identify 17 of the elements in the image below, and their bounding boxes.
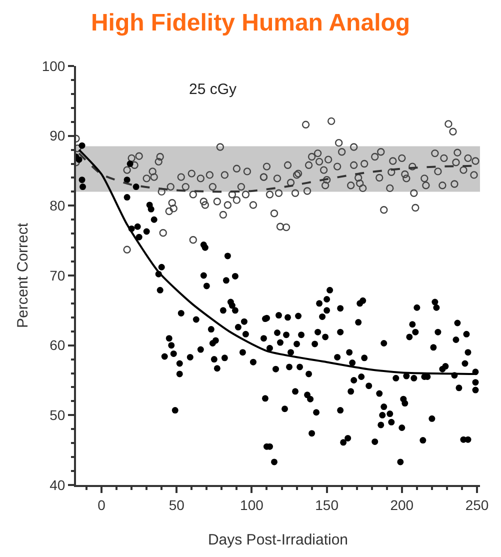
y-tick-label: 100 — [42, 58, 66, 74]
y-tick-label: 50 — [50, 407, 66, 424]
chart-title: High Fidelity Human Analog — [90, 10, 410, 37]
x-tick-label: 50 — [168, 496, 185, 513]
y-axis-title: Percent Correct — [14, 222, 32, 328]
x-tick-label: 100 — [240, 496, 264, 513]
y-tick-label: 80 — [50, 198, 66, 214]
x-tick-label: 150 — [315, 496, 339, 513]
y-tick-label: 60 — [50, 337, 66, 354]
x-tick-label: 250 — [465, 496, 489, 513]
y-tick-label: 70 — [50, 267, 66, 284]
y-tick-label: 90 — [50, 128, 66, 144]
y-tick-label: 40 — [50, 476, 66, 493]
annotation: 25 cGy — [189, 81, 238, 98]
x-tick-label: 0 — [98, 496, 106, 513]
x-tick-label: 200 — [390, 496, 414, 513]
x-axis-title: Days Post-Irradiation — [208, 531, 348, 548]
